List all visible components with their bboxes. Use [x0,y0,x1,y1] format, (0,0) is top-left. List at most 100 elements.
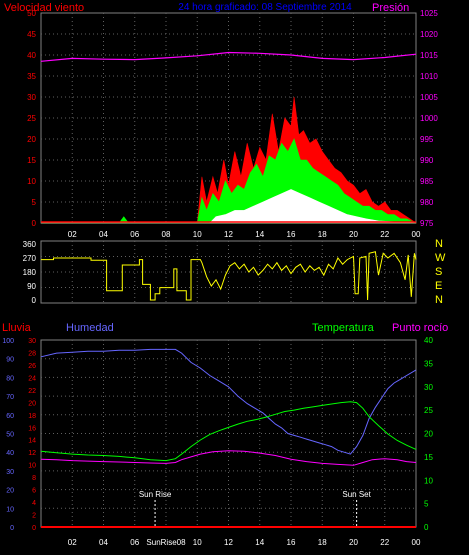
rain-y-tick: 22 [28,388,36,395]
temperature-y-tick: 5 [424,500,429,509]
compass-label: N [435,294,443,306]
wind-y-tick: 30 [27,93,36,102]
compass-label: S [435,266,442,278]
humidity-y-tick: 10 [6,506,14,513]
rain-y-tick: 2 [32,513,36,520]
humidity-y-tick: 40 [6,450,14,457]
temperature-y-tick: 25 [424,406,433,415]
pressure-y-tick: 1005 [420,93,438,102]
x-tick-lower: 18 [318,538,327,547]
wind-speed-label: Velocidad viento [4,2,84,14]
humidity-y-tick: 20 [6,488,14,495]
x-tick-lower: 20 [349,538,358,547]
rain-y-tick: 8 [32,475,36,482]
x-tick-lower: SunRise08 [146,538,186,547]
humidity-y-tick: 50 [6,432,14,439]
x-tick-upper: 08 [162,230,171,239]
direction-y-tick: 360 [23,240,37,249]
wind-y-tick: 10 [27,177,36,186]
rain-y-tick: 14 [28,438,36,445]
humidity-y-tick: 30 [6,469,14,476]
humidity-y-tick: 90 [6,357,14,364]
wind-y-tick: 50 [27,9,36,18]
pressure-y-tick: 1025 [420,9,438,18]
x-tick-lower: 14 [255,538,264,547]
wind-y-tick: 0 [32,219,37,228]
pressure-y-tick: 1010 [420,72,438,81]
pressure-y-tick: 980 [420,198,434,207]
rain-label: Lluvia [2,322,32,334]
humidity-y-tick: 100 [2,338,14,345]
humidity-y-tick: 70 [6,394,14,401]
rain-y-tick: 12 [28,450,36,457]
x-tick-upper: 14 [255,230,264,239]
x-tick-upper: 02 [68,230,77,239]
x-tick-lower: 02 [68,538,77,547]
x-tick-lower: 22 [380,538,389,547]
rain-y-tick: 4 [32,500,36,507]
sun-event-label: Sun Set [342,490,371,499]
pressure-y-tick: 1000 [420,114,438,123]
wind-y-tick: 20 [27,135,36,144]
direction-y-tick: 90 [27,282,36,291]
temperature-line [40,401,417,462]
compass-label: E [435,280,442,292]
humidity-label: Humedad [66,322,114,334]
wind-y-tick: 25 [27,114,36,123]
rain-y-tick: 24 [28,375,36,382]
x-tick-lower: 10 [193,538,202,547]
x-tick-upper: 06 [130,230,139,239]
x-tick-upper: 10 [193,230,202,239]
temperature-y-tick: 35 [424,359,433,368]
wind-y-tick: 35 [27,72,36,81]
temperature-y-tick: 40 [424,336,433,345]
rain-y-tick: 6 [32,488,36,495]
direction-y-tick: 0 [32,296,37,305]
x-tick-upper: 16 [287,230,296,239]
x-tick-upper: 12 [224,230,233,239]
x-tick-lower: 00 [412,538,421,547]
wind-y-tick: 5 [32,198,37,207]
rain-y-tick: 16 [28,425,36,432]
rain-y-tick: 0 [32,525,36,532]
temperature-y-tick: 30 [424,383,433,392]
dewpoint-label: Punto rocío [392,322,448,334]
x-tick-upper: 18 [318,230,327,239]
wind-y-tick: 15 [27,156,36,165]
pressure-y-tick: 975 [420,219,434,228]
x-tick-upper: 22 [380,230,389,239]
compass-label: W [435,252,446,264]
sun-event-label: Sun Rise [139,490,172,499]
dewpoint-line [40,450,417,466]
x-tick-lower: 16 [287,538,296,547]
pressure-y-tick: 985 [420,177,434,186]
temperature-y-tick: 15 [424,453,433,462]
x-tick-lower: 06 [130,538,139,547]
direction-y-tick: 180 [23,268,37,277]
x-tick-lower: 12 [224,538,233,547]
pressure-y-tick: 1015 [420,51,438,60]
temperature-y-tick: 20 [424,430,433,439]
direction-y-tick: 270 [23,254,37,263]
temperature-y-tick: 10 [424,476,433,485]
rain-y-tick: 28 [28,350,36,357]
temperature-label: Temperatura [312,322,375,334]
humidity-y-tick: 0 [10,525,14,532]
x-tick-upper: 00 [412,230,421,239]
x-tick-upper: 20 [349,230,358,239]
pressure-y-tick: 995 [420,135,434,144]
humidity-y-tick: 60 [6,413,14,420]
temperature-y-tick: 0 [424,523,429,532]
rain-y-tick: 30 [28,338,36,345]
chart-title: 24 hora graficado: 08 Septiembre 2014 [178,2,352,13]
wind-direction-line [41,251,417,301]
pressure-label: Presión [372,2,409,14]
rain-y-tick: 20 [28,400,36,407]
rain-y-tick: 10 [28,463,36,470]
pressure-y-tick: 1020 [420,30,438,39]
wind-y-tick: 40 [27,51,36,60]
humidity-line [40,348,417,455]
pressure-y-tick: 990 [420,156,434,165]
x-tick-upper: 04 [99,230,108,239]
